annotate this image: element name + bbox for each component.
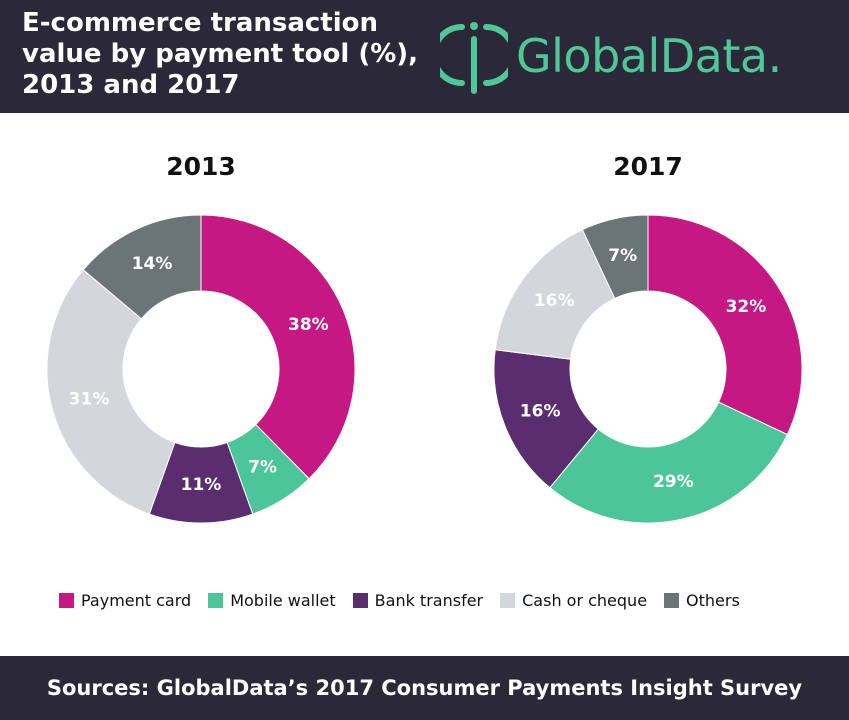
- legend-swatch-others: [664, 592, 680, 608]
- legend-item-payment-card: Payment card: [59, 591, 191, 610]
- legend-swatch-cash-or-cheque: [500, 592, 516, 608]
- chart-title-2013: 2013: [166, 152, 236, 181]
- donut-slices-2017: [493, 214, 803, 524]
- legend-swatch-payment-card: [59, 592, 74, 608]
- legend-label-mobile-wallet: Mobile wallet: [230, 590, 336, 610]
- donut-slices-2013: [46, 214, 356, 524]
- donut-chart-2017: 2017 32% 29% 16% 16% 7%: [493, 152, 803, 524]
- logo-text: GlobalData: [516, 29, 768, 83]
- logo-wordmark: GlobalData.: [516, 29, 782, 83]
- donut-chart-2013: 2013 38% 7% 11% 31% 14%: [46, 152, 356, 524]
- donut-slice-2017-payment-card: [647, 214, 803, 436]
- slice-label-2017-mobile-wallet: 29%: [653, 472, 694, 492]
- slice-label-2017-bank-transfer: 16%: [520, 402, 561, 422]
- donut-slice-2013-payment-card: [200, 214, 356, 480]
- slice-label-2017-cash-or-cheque: 16%: [534, 291, 575, 311]
- legend-label-payment-card: Payment card: [81, 590, 192, 610]
- legend-swatch-bank-transfer: [352, 592, 368, 608]
- donut-slice-2013-cash-or-cheque: [46, 269, 176, 515]
- donut-labels-2017: 32% 29% 16% 16% 7%: [520, 246, 766, 492]
- legend-item-bank-transfer: Bank transfer: [352, 590, 484, 610]
- header-band: E-commerce transaction value by payment …: [0, 0, 849, 113]
- globaldata-logo-icon: [431, 22, 517, 94]
- donut-labels-2013: 38% 7% 11% 31% 14%: [69, 254, 329, 495]
- legend-label-bank-transfer: Bank transfer: [374, 590, 484, 610]
- legend: Payment card Mobile wallet Bank transfer…: [59, 589, 740, 611]
- slice-label-2013-mobile-wallet: 7%: [248, 457, 277, 477]
- slice-label-2017-others: 7%: [608, 246, 637, 266]
- source-note: Sources: GlobalData’s 2017 Consumer Paym…: [46, 676, 803, 700]
- chart-title-2017: 2017: [613, 152, 683, 181]
- legend-label-cash-or-cheque: Cash or cheque: [522, 590, 648, 610]
- legend-item-mobile-wallet: Mobile wallet: [208, 590, 336, 610]
- slice-label-2013-payment-card: 38%: [288, 315, 329, 335]
- legend-swatch-mobile-wallet: [208, 592, 224, 608]
- legend-item-cash-or-cheque: Cash or cheque: [500, 591, 647, 610]
- legend-label-others: Others: [686, 590, 740, 610]
- legend-item-others: Others: [664, 591, 740, 610]
- slice-label-2013-others: 14%: [132, 254, 173, 274]
- slice-label-2017-payment-card: 32%: [726, 297, 767, 317]
- slice-label-2013-cash-or-cheque: 31%: [69, 389, 110, 409]
- globaldata-logo: GlobalData.: [431, 17, 840, 95]
- donut-slice-2017-others: [581, 214, 649, 300]
- donut-slice-2013-others: [82, 214, 202, 320]
- charts-area: 2013 38% 7% 11% 31% 14% 2017 32% 29% 16% 16% 7%: [46, 152, 803, 524]
- chart-title: E-commerce transaction value by payment …: [22, 8, 419, 100]
- logo-dot: .: [767, 29, 783, 83]
- footer-band: Sources: GlobalData’s 2017 Consumer Paym…: [0, 656, 849, 720]
- slice-label-2013-bank-transfer: 11%: [181, 475, 222, 495]
- donut-slice-2017-mobile-wallet: [549, 401, 789, 524]
